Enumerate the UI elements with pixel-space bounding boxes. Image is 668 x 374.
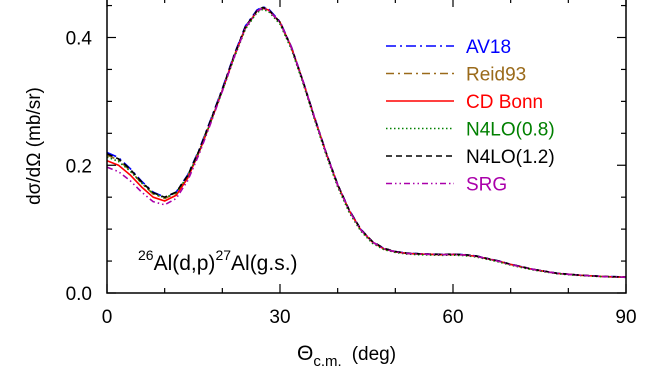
x-axis-title: Θc.m. (deg) (297, 342, 396, 370)
plot-frame (106, 0, 627, 294)
x-axis-subscript: c.m. (313, 353, 341, 370)
tick-layer: 0 30 60 90 0.0 0.2 0.4 (66, 0, 637, 328)
x-tick-label: 60 (442, 307, 463, 328)
reaction-annotation: 26Al(d,p)27Al(g.s.) (138, 247, 298, 275)
legend-label: SRG (466, 175, 507, 196)
legend-label: CD Bonn (466, 92, 543, 113)
annotation-mass-26: 26 (138, 247, 154, 263)
series-line-4 (106, 6, 627, 278)
legend-label: N4LO(1.2) (466, 147, 555, 168)
legend-label: N4LO(0.8) (466, 120, 555, 141)
legend-layer: AV18 Reid93 CD Bonn N4LO(0.8) N4LO(1.2) SRG (386, 37, 555, 196)
x-axis-unit: (deg) (352, 344, 396, 365)
y-tick-label: 0.0 (66, 284, 92, 305)
x-tick-label: 30 (269, 307, 290, 328)
annotation-final-state: Al(g.s.) (231, 252, 298, 275)
y-tick-label: 0.4 (66, 29, 93, 50)
x-tick-label: 0 (102, 307, 113, 328)
annotation-mass-27: 27 (215, 247, 231, 263)
series-layer (106, 6, 627, 279)
x-axis-symbol: Θ (297, 342, 313, 365)
y-tick-label: 0.2 (66, 156, 92, 177)
x-tick-label: 90 (615, 307, 636, 328)
legend-label: Reid93 (466, 65, 526, 86)
annotation-reaction: Al(d,p) (154, 252, 216, 275)
legend-label: AV18 (466, 37, 511, 58)
series-line-5 (106, 7, 627, 278)
series-line-3 (106, 8, 627, 279)
y-axis-title: dσ/dΩ (mb/sr) (24, 87, 45, 205)
